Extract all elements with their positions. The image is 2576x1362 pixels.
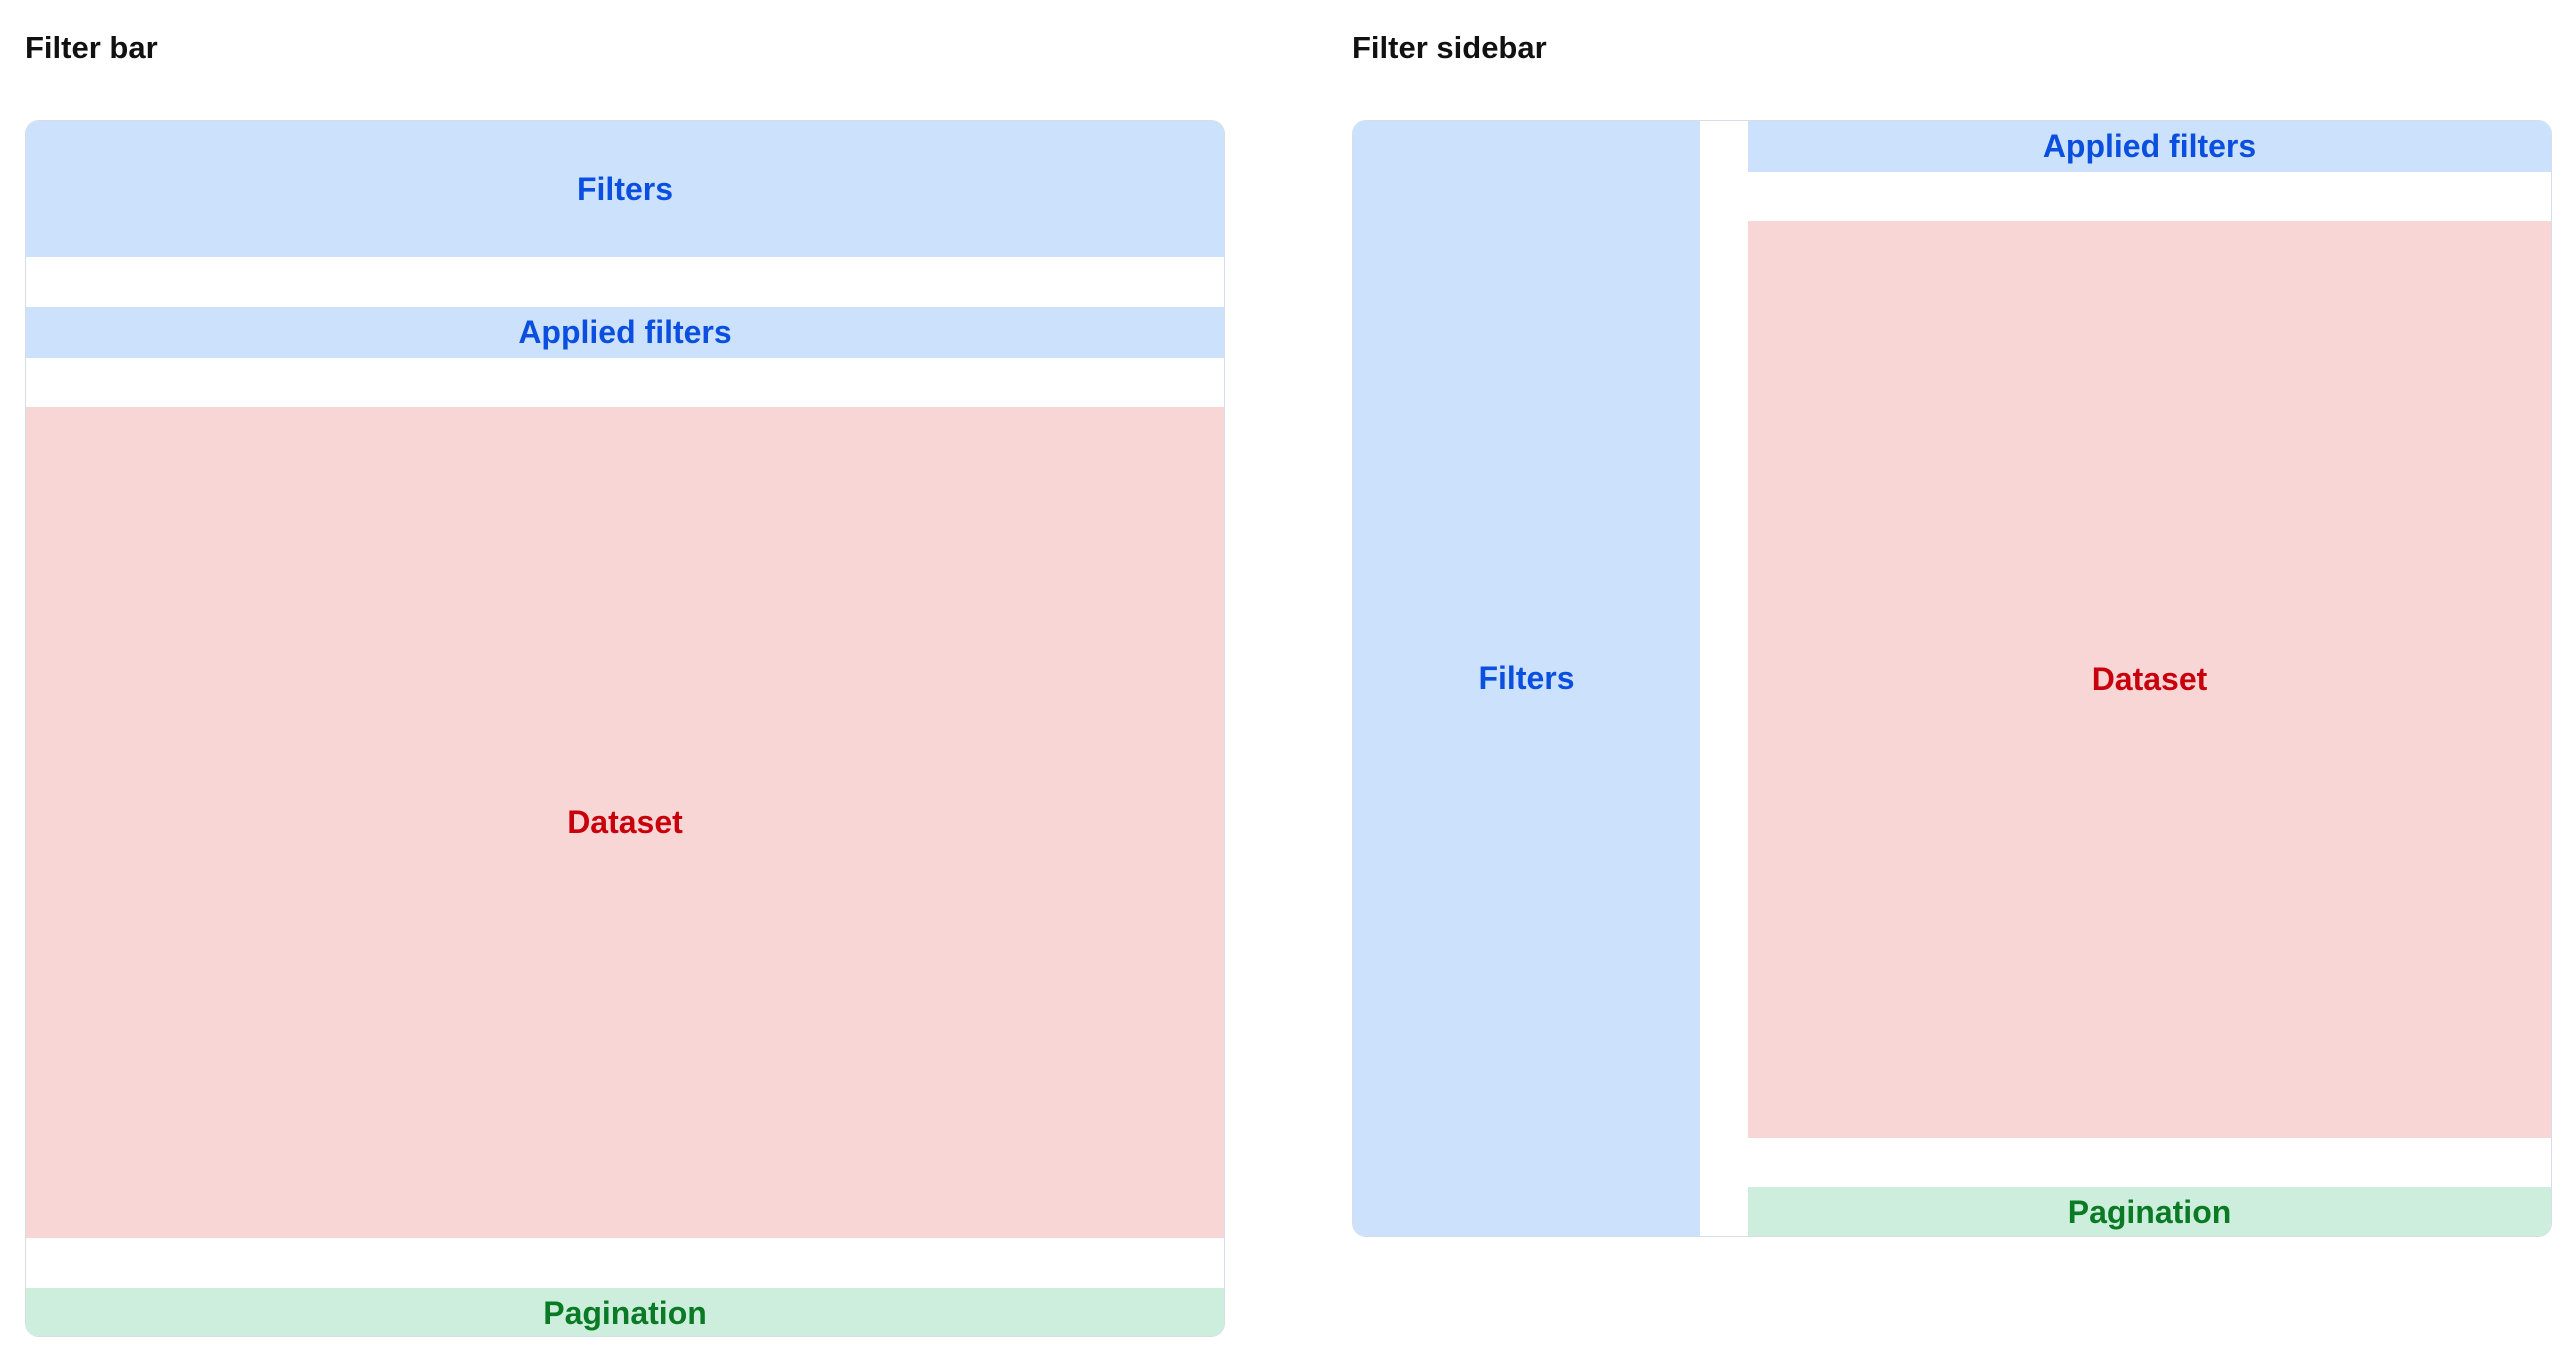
dataset-region: Dataset bbox=[26, 407, 1224, 1238]
dataset-region: Dataset bbox=[1748, 221, 2551, 1138]
applied-filters-region: Applied filters bbox=[26, 307, 1224, 358]
pagination-region: Pagination bbox=[26, 1288, 1224, 1336]
filter-sidebar-layout: Filters Applied filters Dataset Paginati… bbox=[1352, 120, 2552, 1237]
filter-bar-title: Filter bar bbox=[25, 30, 158, 65]
filters-region: Filters bbox=[26, 121, 1224, 257]
filter-bar-layout: Filters Applied filters Dataset Paginati… bbox=[25, 120, 1225, 1337]
filter-sidebar-title: Filter sidebar bbox=[1352, 30, 1547, 65]
pagination-region: Pagination bbox=[1748, 1187, 2551, 1236]
filters-sidebar-region: Filters bbox=[1353, 121, 1700, 1236]
applied-filters-region: Applied filters bbox=[1748, 121, 2551, 172]
